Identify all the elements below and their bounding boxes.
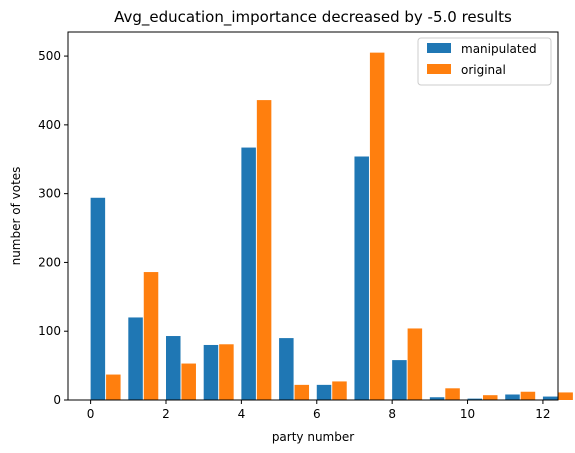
x-tick-label-0: 0 <box>87 407 95 421</box>
x-tick-label-12: 12 <box>535 407 550 421</box>
legend-swatch-original <box>427 64 451 74</box>
bar-manipulated-0 <box>90 197 106 400</box>
x-axis-ticks: 0 2 4 6 8 10 12 <box>87 400 551 421</box>
legend: manipulated original <box>417 37 552 86</box>
y-tick-label-300: 300 <box>38 187 61 201</box>
plot-frame <box>67 31 559 401</box>
bar-original-6 <box>332 381 347 400</box>
chart-title: Avg_education_importance decreased by -5… <box>114 8 512 27</box>
bar-manipulated-7 <box>354 156 369 400</box>
y-tick-label-400: 400 <box>38 118 61 132</box>
y-axis-ticks: 0 100 200 300 400 500 <box>38 49 68 407</box>
bar-original-10 <box>482 395 498 400</box>
bar-manipulated-3 <box>203 344 219 400</box>
y-tick-label-200: 200 <box>38 255 61 269</box>
x-tick-label-8: 8 <box>388 407 396 421</box>
bar-manipulated-4 <box>241 147 256 400</box>
bar-manipulated-5 <box>279 338 294 400</box>
y-axis-label: number of votes <box>9 167 23 266</box>
bar-manipulated-2 <box>166 336 181 400</box>
x-axis-label: party number <box>272 430 354 444</box>
y-tick-label-500: 500 <box>38 49 61 63</box>
bar-original-4 <box>256 100 272 400</box>
y-tick-label-100: 100 <box>38 324 61 338</box>
bar-original-0 <box>106 374 121 400</box>
x-tick-label-10: 10 <box>460 407 475 421</box>
legend-frame <box>417 37 552 86</box>
bar-manipulated-10 <box>467 398 483 400</box>
bar-manipulated-11 <box>505 394 520 400</box>
bars-group <box>90 52 573 401</box>
bar-original-5 <box>294 384 310 400</box>
legend-label-manipulated: manipulated <box>461 42 537 56</box>
x-tick-label-6: 6 <box>313 407 321 421</box>
bar-original-12 <box>558 392 573 400</box>
bar-manipulated-1 <box>128 317 143 400</box>
bar-original-8 <box>407 328 423 400</box>
bar-manipulated-6 <box>316 384 332 400</box>
legend-swatch-manipulated <box>427 43 451 53</box>
y-tick-label-0: 0 <box>53 393 61 407</box>
x-tick-label-2: 2 <box>162 407 170 421</box>
bar-original-2 <box>181 363 196 400</box>
bar-original-9 <box>445 388 460 400</box>
bar-original-11 <box>520 391 536 400</box>
bar-manipulated-9 <box>429 397 445 400</box>
bar-manipulated-12 <box>542 396 558 400</box>
x-tick-label-4: 4 <box>238 407 246 421</box>
bar-original-3 <box>219 344 234 400</box>
bar-original-1 <box>143 272 159 400</box>
legend-label-original: original <box>461 63 506 77</box>
bar-manipulated-8 <box>392 360 407 400</box>
bar-original-7 <box>369 52 385 401</box>
